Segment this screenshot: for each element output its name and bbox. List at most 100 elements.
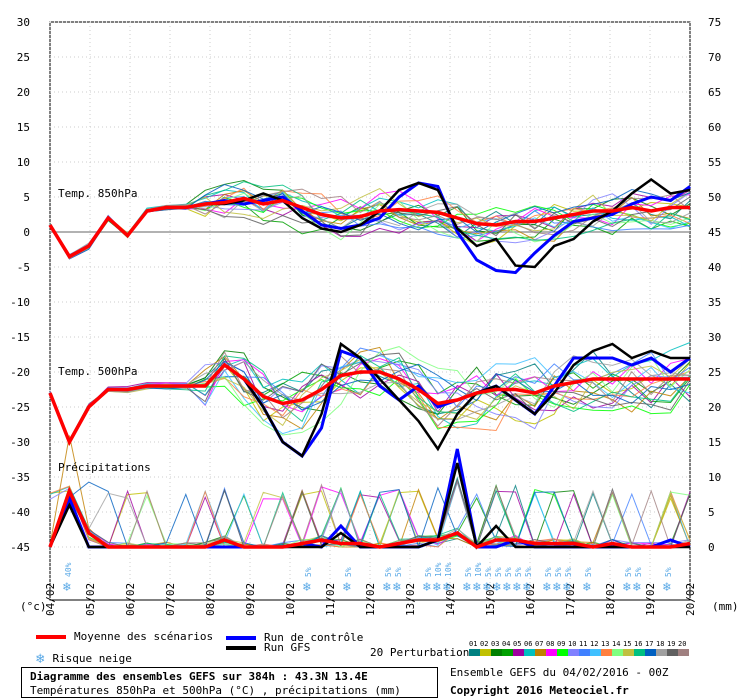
right-tick-label: 70 [708, 51, 721, 64]
left-tick-label: -45 [10, 541, 30, 554]
x-tick-label: 05/02 [84, 583, 97, 616]
left-tick-label: -40 [10, 506, 30, 519]
snow-risk-label: 5% [424, 567, 433, 577]
perturbation-number: 18 [656, 640, 665, 648]
left-tick-label: -35 [10, 471, 30, 484]
snow-risk-label: 5% [544, 567, 553, 577]
perturbation-swatch [524, 649, 535, 656]
legend-pert-label: 20 Perturbations [370, 646, 476, 659]
left-tick-label: 30 [17, 16, 30, 29]
legend: Moyenne des scénarios ❄ Risque neige Run… [0, 624, 740, 700]
snowflake-icon: ❄ [392, 580, 401, 595]
perturbation-number: 08 [546, 640, 555, 648]
copyright: Copyright 2016 Meteociel.fr [450, 684, 629, 697]
perturbation-swatches [469, 649, 689, 656]
right-tick-label: 55 [708, 156, 721, 169]
legend-snow: ❄ Risque neige [36, 650, 132, 667]
snowflake-icon: ❄ [622, 580, 631, 595]
snowflake-icon: ❄ [552, 580, 561, 595]
snowflake-icon: ❄ [62, 580, 71, 595]
left-tick-label: -25 [10, 401, 30, 414]
left-tick-label: -15 [10, 331, 30, 344]
perturbation-number: 17 [645, 640, 654, 648]
perturbation-swatch [623, 649, 634, 656]
snowflake-icon: ❄ [502, 580, 511, 595]
legend-perturbations: 20 Perturbations [370, 646, 476, 659]
left-tick-label: 0 [23, 226, 30, 239]
perturbation-number: 09 [557, 640, 566, 648]
perturbation-number: 15 [623, 640, 632, 648]
snow-risk-label: 40% [64, 562, 73, 577]
perturbation-swatch [634, 649, 645, 656]
right-tick-label: 50 [708, 191, 721, 204]
snow-risk-label: 5% [344, 567, 353, 577]
right-tick-label: 40 [708, 261, 721, 274]
perturbation-number: 14 [612, 640, 621, 648]
x-tick-label: 17/02 [564, 583, 577, 616]
right-tick-label: 30 [708, 331, 721, 344]
perturbation-swatch [491, 649, 502, 656]
x-tick-label: 14/02 [444, 583, 457, 616]
perturbation-number: 11 [579, 640, 588, 648]
snow-risk-label: 5% [494, 567, 503, 577]
legend-control-label: Run de contrôle [264, 631, 364, 644]
legend-gfs-swatch [226, 645, 256, 650]
perturbation-number: 13 [601, 640, 610, 648]
snowflake-icon: ❄ [542, 580, 551, 595]
perturbation-number: 16 [634, 640, 643, 648]
perturbation-line [49, 188, 691, 260]
x-tick-label: 07/02 [164, 583, 177, 616]
legend-mean-swatch [36, 634, 66, 639]
snow-risk-label: 5% [664, 567, 673, 577]
right-axis-unit: (mm) [712, 600, 739, 613]
left-tick-label: -30 [10, 436, 30, 449]
perturbation-line [49, 360, 691, 443]
snowflake-icon: ❄ [512, 580, 521, 595]
x-tick-label: 09/02 [244, 583, 257, 616]
right-tick-label: 0 [708, 541, 715, 554]
snow-risk-label: 5% [464, 567, 473, 577]
left-tick-label: 15 [17, 121, 30, 134]
snowflake-icon: ❄ [36, 650, 45, 667]
snow-risk-label: 5% [584, 567, 593, 577]
perturbation-swatch [601, 649, 612, 656]
perturbation-number: 20 [678, 640, 687, 648]
main-series [48, 177, 691, 550]
mean-line-precip [48, 486, 691, 549]
mean-line [48, 196, 690, 259]
perturbation-swatch [612, 649, 623, 656]
snowflake-icon: ❄ [662, 580, 671, 595]
perturbation-number: 06 [524, 640, 533, 648]
right-tick-label: 20 [708, 401, 721, 414]
legend-snow-label: Risque neige [52, 652, 132, 665]
snow-risk-label: 5% [304, 567, 313, 577]
panel-label-500: Temp. 500hPa [58, 365, 137, 378]
x-tick-label: 12/02 [364, 583, 377, 616]
snow-risk-label: 5% [554, 567, 563, 577]
perturbation-number: 19 [667, 640, 676, 648]
perturbation-line [49, 358, 691, 444]
perturbation-number: 12 [590, 640, 599, 648]
legend-control: Run de contrôle [226, 631, 363, 644]
snow-risk-label: 5% [524, 567, 533, 577]
left-tick-label: 20 [17, 86, 30, 99]
left-tick-label: -5 [17, 261, 30, 274]
perturbation-number: 04 [502, 640, 511, 648]
perturbation-numbers: 01 02 03 04 05 06 07 08 09 10 11 12 13 14 15 16 17 18 19 20 [469, 640, 689, 648]
snowflake-icon: ❄ [432, 580, 441, 595]
right-tick-label: 75 [708, 16, 721, 29]
perturbation-line [49, 361, 691, 442]
right-tick-label: 45 [708, 226, 721, 239]
right-tick-label: 60 [708, 121, 721, 134]
chart-title: Diagramme des ensembles GEFS sur 384h : … [30, 670, 368, 683]
right-tick-label: 10 [708, 471, 721, 484]
left-tick-label: 25 [17, 51, 30, 64]
x-tick-label: 06/02 [124, 583, 137, 616]
snow-risk-label: 5% [384, 567, 393, 577]
chart-subtitle: Températures 850hPa et 500hPa (°C) , pré… [30, 684, 401, 697]
perturbation-swatch [678, 649, 689, 656]
right-tick-label: 5 [708, 506, 715, 519]
perturbation-swatch [513, 649, 524, 656]
